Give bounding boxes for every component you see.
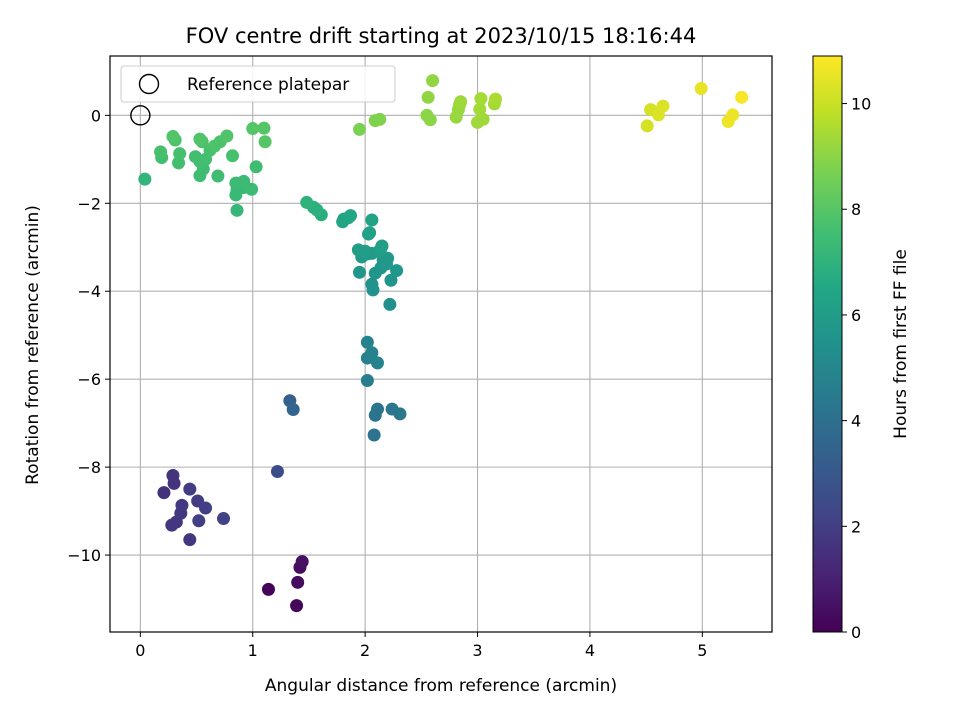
colorbar-label: Hours from first FF file — [891, 249, 911, 439]
drift-point — [220, 129, 234, 143]
drift-point — [257, 121, 271, 135]
drift-point — [237, 174, 251, 188]
drift-point — [426, 74, 440, 88]
drift-point — [363, 226, 377, 240]
legend-label-reference-platepar: Reference platepar — [187, 75, 349, 95]
drift-point — [344, 209, 358, 223]
drift-point — [295, 555, 309, 569]
drift-point — [157, 486, 171, 500]
drift-point — [473, 102, 487, 116]
legend-box — [120, 65, 396, 103]
drift-point — [656, 99, 670, 113]
y-tick-label: −4 — [77, 282, 101, 301]
reference-point — [130, 105, 151, 126]
drift-point — [374, 242, 388, 256]
drift-point — [393, 407, 407, 421]
drift-point — [370, 356, 384, 370]
drift-point — [199, 501, 213, 515]
drift-point — [245, 182, 259, 196]
x-axis-label: Angular distance from reference (arcmin) — [265, 676, 617, 696]
drift-point — [365, 346, 379, 360]
drift-point — [188, 150, 202, 164]
drift-point — [154, 145, 168, 159]
plot-area-frame — [109, 55, 773, 633]
drift-point — [358, 244, 372, 258]
drift-point — [423, 113, 437, 127]
drift-point — [286, 403, 300, 417]
drift-point — [381, 251, 395, 265]
colorbar-ticks: 0 2 4 6 8 10 — [842, 95, 871, 642]
grid — [110, 56, 772, 632]
colorbar-tick-label: 2 — [851, 517, 861, 536]
drift-point — [474, 92, 488, 106]
drift-point — [290, 599, 304, 613]
drift-point — [365, 277, 379, 291]
drift-point — [476, 112, 490, 126]
drift-point — [226, 149, 240, 163]
drift-point — [365, 213, 379, 227]
drift-point — [230, 203, 244, 217]
drift-point — [183, 533, 197, 547]
drift-point — [183, 482, 197, 496]
x-tick-label: 4 — [585, 641, 595, 660]
drift-point — [270, 465, 284, 479]
drift-point — [390, 264, 404, 278]
drift-point — [261, 582, 275, 596]
drift-point — [211, 169, 225, 183]
colorbar-gradient — [812, 55, 843, 633]
drift-point — [175, 498, 189, 512]
drift-point — [640, 119, 654, 133]
drift-point — [726, 108, 740, 122]
colorbar-tick-label: 4 — [851, 412, 861, 431]
drift-point — [167, 476, 181, 490]
data-points — [130, 74, 749, 613]
drift-point — [694, 82, 708, 96]
drift-point — [384, 273, 398, 287]
drift-point — [246, 122, 260, 136]
y-tick-label: −6 — [77, 370, 101, 389]
x-tick-label: 0 — [135, 641, 145, 660]
drift-point — [360, 373, 374, 387]
legend-marker-reference-platepar — [138, 73, 160, 95]
y-tick-label: −2 — [77, 194, 101, 213]
drift-point — [217, 512, 231, 526]
drift-point — [300, 195, 314, 209]
legend: Reference platepar — [120, 65, 396, 103]
x-tick-label: 5 — [697, 641, 707, 660]
colorbar: 0 2 4 6 8 10 Hours from first FF file — [812, 55, 911, 642]
drift-point — [735, 90, 749, 104]
drift-point — [166, 129, 180, 143]
y-tick-label: 0 — [91, 106, 101, 125]
drift-point — [258, 135, 272, 149]
x-tick-label: 1 — [248, 641, 258, 660]
drift-point — [192, 514, 206, 528]
drift-point — [249, 160, 263, 174]
chart-title: FOV centre drift starting at 2023/10/15 … — [186, 24, 697, 48]
colorbar-tick-label: 0 — [851, 623, 861, 642]
x-tick-label: 3 — [472, 641, 482, 660]
colorbar-tick-label: 6 — [851, 306, 861, 325]
drift-point — [383, 297, 397, 311]
drift-point — [173, 147, 187, 161]
y-axis-label: Rotation from reference (arcmin) — [23, 205, 43, 485]
drift-point — [353, 122, 367, 136]
y-tick-label: −10 — [67, 546, 101, 565]
drift-point — [421, 90, 435, 104]
drift-point — [138, 172, 152, 186]
drift-point — [489, 92, 503, 106]
drift-point — [353, 265, 367, 279]
y-tick-label: −8 — [77, 458, 101, 477]
drift-point — [454, 95, 468, 109]
drift-point — [360, 335, 374, 349]
drift-point — [291, 575, 305, 589]
drift-point — [367, 428, 381, 442]
colorbar-tick-label: 8 — [851, 200, 861, 219]
drift-point — [370, 402, 384, 416]
colorbar-tick-label: 10 — [851, 95, 871, 114]
axis-ticks: 0 1 2 3 4 5 0 −2 −4 −6 −8 −10 — [67, 106, 707, 660]
drift-point — [193, 132, 207, 146]
x-tick-label: 2 — [360, 641, 370, 660]
drift-point — [373, 112, 387, 126]
